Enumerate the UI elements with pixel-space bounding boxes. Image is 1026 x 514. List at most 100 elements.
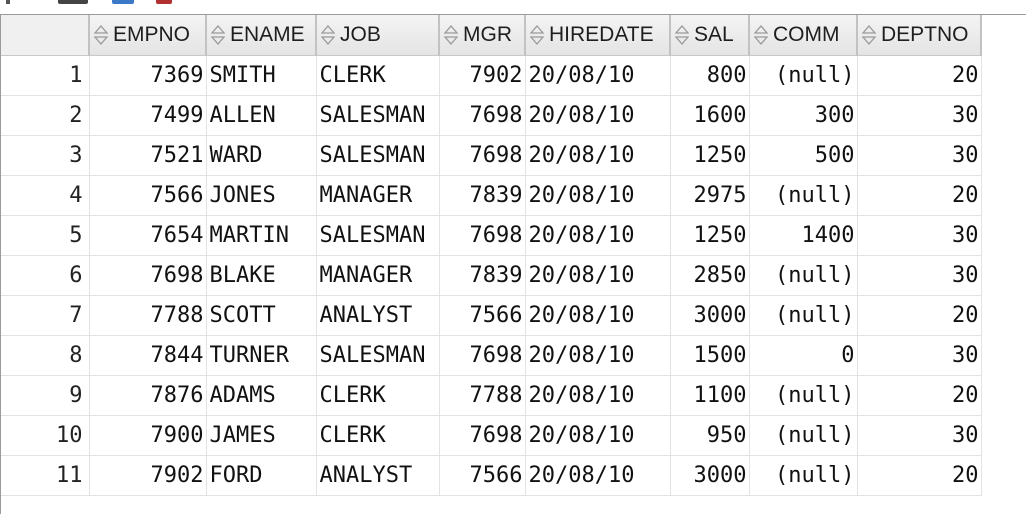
table-row[interactable]: 5 7654 MARTIN SALESMAN 7698 20/08/10 1250 1400 3… bbox=[1, 215, 982, 256]
cell-deptno[interactable]: 30 bbox=[857, 255, 982, 296]
table-row[interactable]: 3 7521 WARD SALESMAN 7698 20/08/10 1250 500 30 bbox=[1, 135, 982, 176]
cell-hiredate[interactable]: 20/08/10 bbox=[525, 295, 671, 336]
toolbar-icon[interactable] bbox=[6, 0, 10, 4]
cell-mgr[interactable]: 7566 bbox=[439, 455, 526, 496]
sort-icon[interactable] bbox=[320, 25, 336, 45]
cell-ename[interactable]: FORD bbox=[206, 455, 317, 496]
cell-empno[interactable]: 7521 bbox=[89, 135, 207, 176]
cell-hiredate[interactable]: 20/08/10 bbox=[525, 455, 671, 496]
cell-empno[interactable]: 7788 bbox=[89, 295, 207, 336]
toolbar-icon[interactable] bbox=[112, 0, 134, 4]
cell-deptno[interactable]: 20 bbox=[857, 175, 982, 216]
cell-mgr[interactable]: 7839 bbox=[439, 255, 526, 296]
cell-job[interactable]: SALESMAN bbox=[316, 335, 440, 376]
cell-deptno[interactable]: 20 bbox=[857, 455, 982, 496]
cell-mgr[interactable]: 7788 bbox=[439, 375, 526, 416]
cell-sal[interactable]: 1250 bbox=[670, 215, 750, 256]
row-number[interactable]: 9 bbox=[1, 375, 90, 416]
cell-hiredate[interactable]: 20/08/10 bbox=[525, 175, 671, 216]
cell-comm[interactable]: (null) bbox=[749, 175, 858, 216]
cell-deptno[interactable]: 30 bbox=[857, 135, 982, 176]
cell-ename[interactable]: SCOTT bbox=[206, 295, 317, 336]
cell-job[interactable]: CLERK bbox=[316, 55, 440, 96]
sort-icon[interactable] bbox=[674, 25, 690, 45]
cell-job[interactable]: SALESMAN bbox=[316, 95, 440, 136]
column-header-empno[interactable]: EMPNO bbox=[89, 15, 207, 56]
toolbar-icon[interactable] bbox=[58, 0, 88, 4]
sort-icon[interactable] bbox=[210, 25, 226, 45]
column-header-mgr[interactable]: MGR bbox=[439, 15, 526, 56]
cell-ename[interactable]: SMITH bbox=[206, 55, 317, 96]
sort-icon[interactable] bbox=[753, 25, 769, 45]
cell-deptno[interactable]: 20 bbox=[857, 295, 982, 336]
cell-sal[interactable]: 950 bbox=[670, 415, 750, 456]
cell-hiredate[interactable]: 20/08/10 bbox=[525, 55, 671, 96]
cell-sal[interactable]: 1100 bbox=[670, 375, 750, 416]
cell-deptno[interactable]: 30 bbox=[857, 335, 982, 376]
table-row[interactable]: 11 7902 FORD ANALYST 7566 20/08/10 3000 (null) 2… bbox=[1, 455, 982, 496]
cell-ename[interactable]: ALLEN bbox=[206, 95, 317, 136]
cell-ename[interactable]: JONES bbox=[206, 175, 317, 216]
column-header-hiredate[interactable]: HIREDATE bbox=[525, 15, 671, 56]
column-header-comm[interactable]: COMM bbox=[749, 15, 858, 56]
cell-comm[interactable]: 300 bbox=[749, 95, 858, 136]
table-row[interactable]: 4 7566 JONES MANAGER 7839 20/08/10 2975 (null) 2… bbox=[1, 175, 982, 216]
cell-deptno[interactable]: 30 bbox=[857, 95, 982, 136]
cell-comm[interactable]: (null) bbox=[749, 55, 858, 96]
cell-empno[interactable]: 7369 bbox=[89, 55, 207, 96]
row-number[interactable]: 5 bbox=[1, 215, 90, 256]
row-number[interactable]: 6 bbox=[1, 255, 90, 296]
row-number[interactable]: 1 bbox=[1, 55, 90, 96]
cell-sal[interactable]: 3000 bbox=[670, 455, 750, 496]
cell-sal[interactable]: 1500 bbox=[670, 335, 750, 376]
cell-mgr[interactable]: 7698 bbox=[439, 95, 526, 136]
cell-sal[interactable]: 1250 bbox=[670, 135, 750, 176]
row-number[interactable]: 8 bbox=[1, 335, 90, 376]
row-number[interactable]: 7 bbox=[1, 295, 90, 336]
cell-job[interactable]: ANALYST bbox=[316, 455, 440, 496]
column-header-ename[interactable]: ENAME bbox=[206, 15, 317, 56]
sort-icon[interactable] bbox=[443, 25, 459, 45]
cell-job[interactable]: CLERK bbox=[316, 415, 440, 456]
table-row[interactable]: 9 7876 ADAMS CLERK 7788 20/08/10 1100 (null) 20 bbox=[1, 375, 982, 416]
cell-hiredate[interactable]: 20/08/10 bbox=[525, 135, 671, 176]
cell-empno[interactable]: 7566 bbox=[89, 175, 207, 216]
sort-icon[interactable] bbox=[529, 25, 545, 45]
cell-ename[interactable]: MARTIN bbox=[206, 215, 317, 256]
cell-sal[interactable]: 1600 bbox=[670, 95, 750, 136]
cell-ename[interactable]: JAMES bbox=[206, 415, 317, 456]
row-number[interactable]: 4 bbox=[1, 175, 90, 216]
cell-hiredate[interactable]: 20/08/10 bbox=[525, 215, 671, 256]
cell-deptno[interactable]: 20 bbox=[857, 375, 982, 416]
cell-job[interactable]: MANAGER bbox=[316, 175, 440, 216]
table-row[interactable]: 10 7900 JAMES CLERK 7698 20/08/10 950 (null) 30 bbox=[1, 415, 982, 456]
cell-ename[interactable]: WARD bbox=[206, 135, 317, 176]
toolbar-icon[interactable] bbox=[156, 0, 172, 4]
table-row[interactable]: 8 7844 TURNER SALESMAN 7698 20/08/10 1500 0 30 bbox=[1, 335, 982, 376]
cell-empno[interactable]: 7698 bbox=[89, 255, 207, 296]
cell-sal[interactable]: 800 bbox=[670, 55, 750, 96]
cell-comm[interactable]: (null) bbox=[749, 415, 858, 456]
cell-mgr[interactable]: 7698 bbox=[439, 335, 526, 376]
cell-comm[interactable]: (null) bbox=[749, 295, 858, 336]
cell-job[interactable]: ANALYST bbox=[316, 295, 440, 336]
cell-comm[interactable]: 500 bbox=[749, 135, 858, 176]
sort-icon[interactable] bbox=[861, 25, 877, 45]
cell-comm[interactable]: (null) bbox=[749, 455, 858, 496]
column-header-sal[interactable]: SAL bbox=[670, 15, 750, 56]
cell-mgr[interactable]: 7902 bbox=[439, 55, 526, 96]
table-row[interactable]: 1 7369 SMITH CLERK 7902 20/08/10 800 (null) 20 bbox=[1, 55, 982, 96]
cell-hiredate[interactable]: 20/08/10 bbox=[525, 375, 671, 416]
cell-empno[interactable]: 7499 bbox=[89, 95, 207, 136]
cell-sal[interactable]: 2850 bbox=[670, 255, 750, 296]
cell-job[interactable]: MANAGER bbox=[316, 255, 440, 296]
cell-sal[interactable]: 2975 bbox=[670, 175, 750, 216]
row-number[interactable]: 2 bbox=[1, 95, 90, 136]
table-row[interactable]: 7 7788 SCOTT ANALYST 7566 20/08/10 3000 (null) 2… bbox=[1, 295, 982, 336]
cell-comm[interactable]: 0 bbox=[749, 335, 858, 376]
column-header-job[interactable]: JOB bbox=[316, 15, 440, 56]
cell-hiredate[interactable]: 20/08/10 bbox=[525, 335, 671, 376]
cell-hiredate[interactable]: 20/08/10 bbox=[525, 415, 671, 456]
cell-ename[interactable]: TURNER bbox=[206, 335, 317, 376]
